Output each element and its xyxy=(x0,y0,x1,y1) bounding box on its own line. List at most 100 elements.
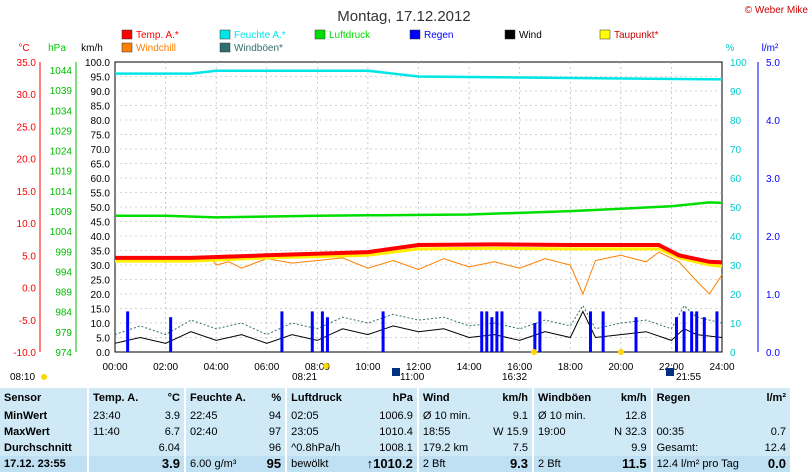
header-pressure-unit: hPa xyxy=(354,388,418,408)
time-tick-label: 24:00 xyxy=(709,362,734,373)
rain-bar xyxy=(320,311,324,352)
humidity-tick-label: 30 xyxy=(730,261,742,272)
temp-tick-label: -10.0 xyxy=(13,348,36,359)
cell: 94 xyxy=(259,408,287,424)
cell xyxy=(756,408,790,424)
pressure-tick-label: 1019 xyxy=(50,167,73,178)
cell xyxy=(183,440,260,456)
cell: 2 Bft xyxy=(532,456,605,472)
cell: 0.7 xyxy=(756,424,790,440)
legend-label: Feuchte A.* xyxy=(234,30,286,41)
weather-chart: Montag, 17.12.2012 © Weber Mike Temp. A.… xyxy=(10,5,809,383)
wind-tick-label: 0.0 xyxy=(96,348,110,359)
stats-row-max: MaxWert 11:40 6.7 02:40 97 23:05 1010.4 … xyxy=(0,424,790,440)
cell: 23:40 xyxy=(87,408,151,424)
legend-swatch xyxy=(219,29,231,40)
header-sensor: Sensor xyxy=(0,388,89,408)
pressure-tick-label: 989 xyxy=(55,288,72,299)
wind-tick-label: 85.0 xyxy=(91,102,111,113)
sun-icon xyxy=(531,349,537,355)
wind-unit-label: km/h xyxy=(81,43,103,54)
legend-label: Regen xyxy=(424,30,453,41)
wind-tick-label: 95.0 xyxy=(91,73,111,84)
rain-unit-label: l/m² xyxy=(762,43,779,54)
moon-icon xyxy=(392,368,400,376)
time-tick-label: 22:00 xyxy=(659,362,684,373)
wind-tick-label: 80.0 xyxy=(91,116,111,127)
rain-bar xyxy=(588,311,592,352)
series-line-taupunkt xyxy=(115,246,723,268)
legend-label: Windböen* xyxy=(234,43,283,54)
time-tick-label: 14:00 xyxy=(457,362,482,373)
cell: 12.4 xyxy=(756,440,790,456)
legend: Temp. A.* Feuchte A.* Luftdruck Regen Wind Ta… xyxy=(121,29,659,54)
header-wind: Wind xyxy=(416,388,483,408)
wind-tick-label: 30.0 xyxy=(91,261,111,272)
stats-row-current: 17.12. 23:55 3.9 6.00 g/m³ 95 bewölkt ↑1… xyxy=(0,456,790,472)
cell: 02:40 xyxy=(183,424,260,440)
wind-tick-label: 50.0 xyxy=(91,203,111,214)
pressure-tick-label: 1039 xyxy=(50,86,73,97)
pressure-tick-label: 999 xyxy=(55,247,72,258)
cell: 1010.4 xyxy=(354,424,418,440)
rain-bar xyxy=(682,311,686,352)
series-group xyxy=(114,69,723,352)
header-temp: Temp. A. xyxy=(87,388,151,408)
legend-swatch xyxy=(409,29,421,40)
header-temp-unit: °C xyxy=(150,388,185,408)
legend-label: Temp. A.* xyxy=(136,30,179,41)
row-label: MinWert xyxy=(0,408,89,424)
rain-bar xyxy=(480,311,484,352)
cell: 1006.9 xyxy=(354,408,418,424)
wind-tick-label: 55.0 xyxy=(91,189,111,200)
legend-label: Windchill xyxy=(136,43,176,54)
wind-tick-label: 40.0 xyxy=(91,232,111,243)
grid xyxy=(115,62,722,352)
cell: W 15.9 xyxy=(482,424,534,440)
cell: 2 Bft xyxy=(416,456,483,472)
legend-swatch xyxy=(314,29,326,40)
rain-tick-label: 4.0 xyxy=(766,116,780,127)
rain-bar xyxy=(126,311,130,352)
wind-tick-label: 20.0 xyxy=(91,290,111,301)
legend-label: Wind xyxy=(519,30,542,41)
row-label: Durchschnitt xyxy=(0,440,89,456)
rain-bar xyxy=(381,311,385,352)
time-tick-label: 12:00 xyxy=(406,362,431,373)
cell: 19:00 xyxy=(532,424,605,440)
temp-tick-label: 10.0 xyxy=(17,219,37,230)
rain-bar xyxy=(538,311,542,352)
legend-swatch xyxy=(599,29,611,40)
header-rain-unit: l/m² xyxy=(756,388,790,408)
pressure-tick-label: 1024 xyxy=(50,147,73,158)
pressure-tick-label: 1004 xyxy=(50,227,73,238)
series-line-wind xyxy=(114,310,723,344)
sun-time-label: 21:55 xyxy=(676,372,701,383)
cell: 02:05 xyxy=(285,408,355,424)
temp-tick-label: -5.0 xyxy=(19,316,37,327)
wind-tick-label: 5.0 xyxy=(96,334,110,345)
humidity-tick-label: 10 xyxy=(730,319,742,330)
cell: ^0.8hPa/h xyxy=(285,440,355,456)
row-label: 17.12. 23:55 xyxy=(0,456,89,472)
humidity-tick-label: 0 xyxy=(730,348,736,359)
cell: 9.3 xyxy=(482,456,534,472)
rain-bar xyxy=(715,311,719,352)
time-tick-label: 08:00 xyxy=(305,362,330,373)
header-gusts-unit: km/h xyxy=(604,388,652,408)
cell: bewölkt xyxy=(285,456,355,472)
copyright-label: © Weber Mike xyxy=(745,5,809,16)
temp-tick-label: 0.0 xyxy=(22,284,36,295)
sun-time-label: 16:32 xyxy=(502,372,527,383)
humidity-tick-label: 90 xyxy=(730,87,742,98)
moon-icon xyxy=(666,368,674,376)
pressure-tick-label: 1034 xyxy=(50,106,73,117)
cell xyxy=(650,408,757,424)
rain-tick-label: 1.0 xyxy=(766,290,780,301)
series-line-feuchtea xyxy=(115,69,723,81)
temp-tick-label: 30.0 xyxy=(17,90,37,101)
cell: 95 xyxy=(259,456,287,472)
stats-row-average: Durchschnitt 6.04 96 ^0.8hPa/h 1008.1 17… xyxy=(0,440,790,456)
time-tick-label: 18:00 xyxy=(558,362,583,373)
sun-icon xyxy=(41,374,47,380)
